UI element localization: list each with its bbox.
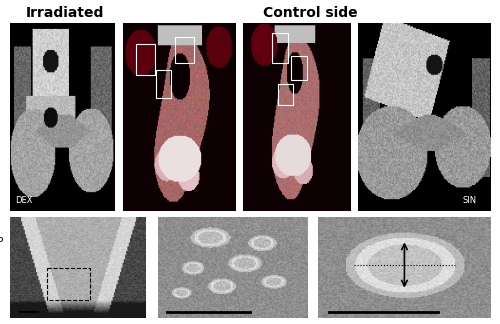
Text: Control side: Control side <box>262 6 358 20</box>
Text: Irradiated: Irradiated <box>26 6 104 20</box>
